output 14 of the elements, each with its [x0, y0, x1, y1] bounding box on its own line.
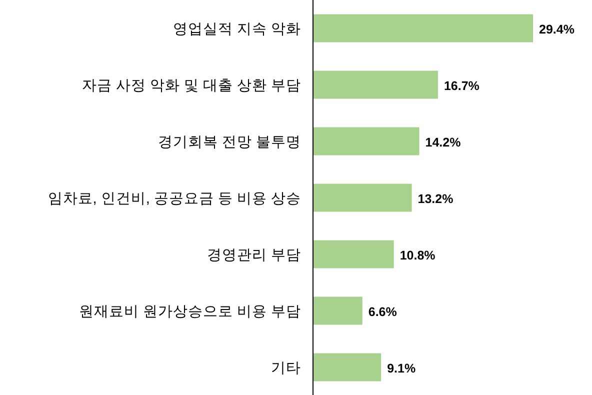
y-tick-label: 원재료비 원가상승으로 비용 부담 [78, 304, 301, 320]
data-label: 10.8% [400, 248, 436, 262]
y-tick-label: 기타 [271, 360, 301, 376]
data-label: 6.6% [368, 304, 397, 319]
y-tick-label: 경기회복 전망 불투명 [158, 134, 301, 150]
data-label: 16.7% [444, 78, 480, 93]
y-tick-label: 영업실적 지속 악화 [172, 21, 301, 38]
y-tick-label: 임차료, 인건비, 공공요금 등 비용 상승 [48, 190, 301, 207]
data-label: 29.4% [539, 22, 574, 36]
y-tick-label: 경영관리 부담 [206, 247, 301, 264]
data-label: 14.2% [425, 135, 461, 150]
data-label: 9.1% [387, 361, 416, 376]
y-tick-label: 자금 사정 악화 및 대출 상환 부담 [82, 78, 301, 94]
data-label: 13.2% [418, 192, 454, 206]
